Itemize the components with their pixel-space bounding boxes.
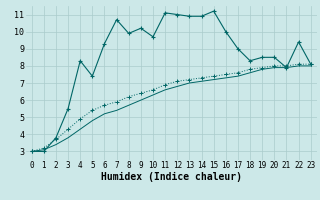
X-axis label: Humidex (Indice chaleur): Humidex (Indice chaleur)	[101, 172, 242, 182]
